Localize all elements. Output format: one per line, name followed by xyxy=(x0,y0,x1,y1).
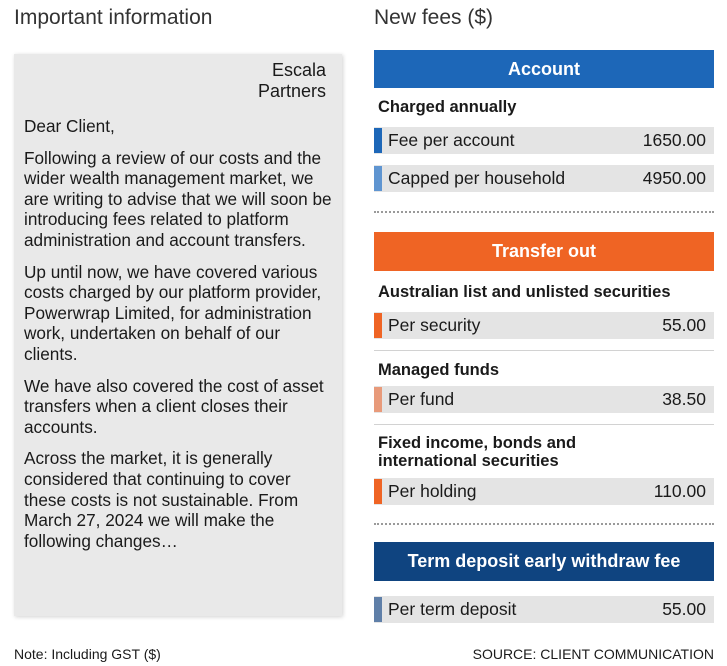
letter-paragraph: Following a review of our costs and the … xyxy=(24,147,332,250)
fee-value: 110.00 xyxy=(653,481,706,501)
fees-panel: Account Charged annually Fee per account… xyxy=(374,0,714,666)
row-marker xyxy=(374,387,382,412)
fee-value: 4950.00 xyxy=(642,168,706,188)
fee-value: 55.00 xyxy=(662,315,706,335)
fee-label: Fee per account xyxy=(388,130,515,150)
fee-label: Per security xyxy=(388,315,481,335)
fee-label: Per fund xyxy=(388,389,455,409)
fee-value: 55.00 xyxy=(662,599,706,619)
section-heading-important-information: Important information xyxy=(14,6,213,29)
section-heading-new-fees: New fees ($) xyxy=(374,6,494,29)
subheading-line: international securities xyxy=(378,452,559,470)
letter-sender: Escala Partners xyxy=(258,60,326,102)
letter-paragraph: Up until now, we have covered various co… xyxy=(24,261,322,364)
fee-value: 38.50 xyxy=(662,389,706,409)
gst-note: Note: Including GST ($) xyxy=(14,646,161,662)
fee-row-per-term-deposit: Per term deposit 55.00 xyxy=(374,596,714,623)
source-credit: SOURCE: CLIENT COMMUNICATION xyxy=(472,646,714,662)
fee-value: 1650.00 xyxy=(642,130,706,150)
row-marker xyxy=(374,479,382,504)
row-marker xyxy=(374,597,382,622)
fee-label: Per term deposit xyxy=(388,599,517,619)
managed-funds-subheading: Managed funds xyxy=(378,361,500,379)
fee-label: Per holding xyxy=(388,481,477,501)
fee-label: Capped per household xyxy=(388,168,566,188)
letter-body: Dear Client, Following a review of our c… xyxy=(24,116,336,562)
term-deposit-header: Term deposit early withdraw fee xyxy=(374,542,714,581)
australian-securities-subheading: Australian list and unlisted securities xyxy=(378,283,671,301)
letter-paragraph: Across the market, it is generally consi… xyxy=(24,448,299,551)
sender-line: Escala xyxy=(271,60,326,80)
charged-annually-subheading: Charged annually xyxy=(378,98,517,116)
section-divider xyxy=(374,211,714,213)
fixed-income-subheading: Fixed income, bonds and international se… xyxy=(378,434,576,470)
fee-row-per-fund: Per fund 38.50 xyxy=(374,386,714,413)
fee-row-per-security: Per security 55.00 xyxy=(374,312,714,339)
fee-row-per-holding: Per holding 110.00 xyxy=(374,478,714,505)
account-header: Account xyxy=(374,50,714,88)
row-divider xyxy=(374,424,714,425)
fee-row-capped-per-household: Capped per household 4950.00 xyxy=(374,165,714,192)
letter-greeting: Dear Client, xyxy=(24,116,115,136)
row-marker xyxy=(374,313,382,338)
section-divider xyxy=(374,523,714,525)
subheading-line: Fixed income, bonds and xyxy=(378,434,577,452)
row-divider xyxy=(374,350,714,351)
row-marker xyxy=(374,166,382,191)
client-letter: Escala Partners Dear Client, Following a… xyxy=(14,54,342,616)
transfer-out-header: Transfer out xyxy=(374,232,714,271)
letter-paragraph: We have also covered the cost of asset t… xyxy=(24,375,324,437)
sender-line: Partners xyxy=(257,81,326,101)
row-marker xyxy=(374,128,382,153)
fee-row-fee-per-account: Fee per account 1650.00 xyxy=(374,127,714,154)
